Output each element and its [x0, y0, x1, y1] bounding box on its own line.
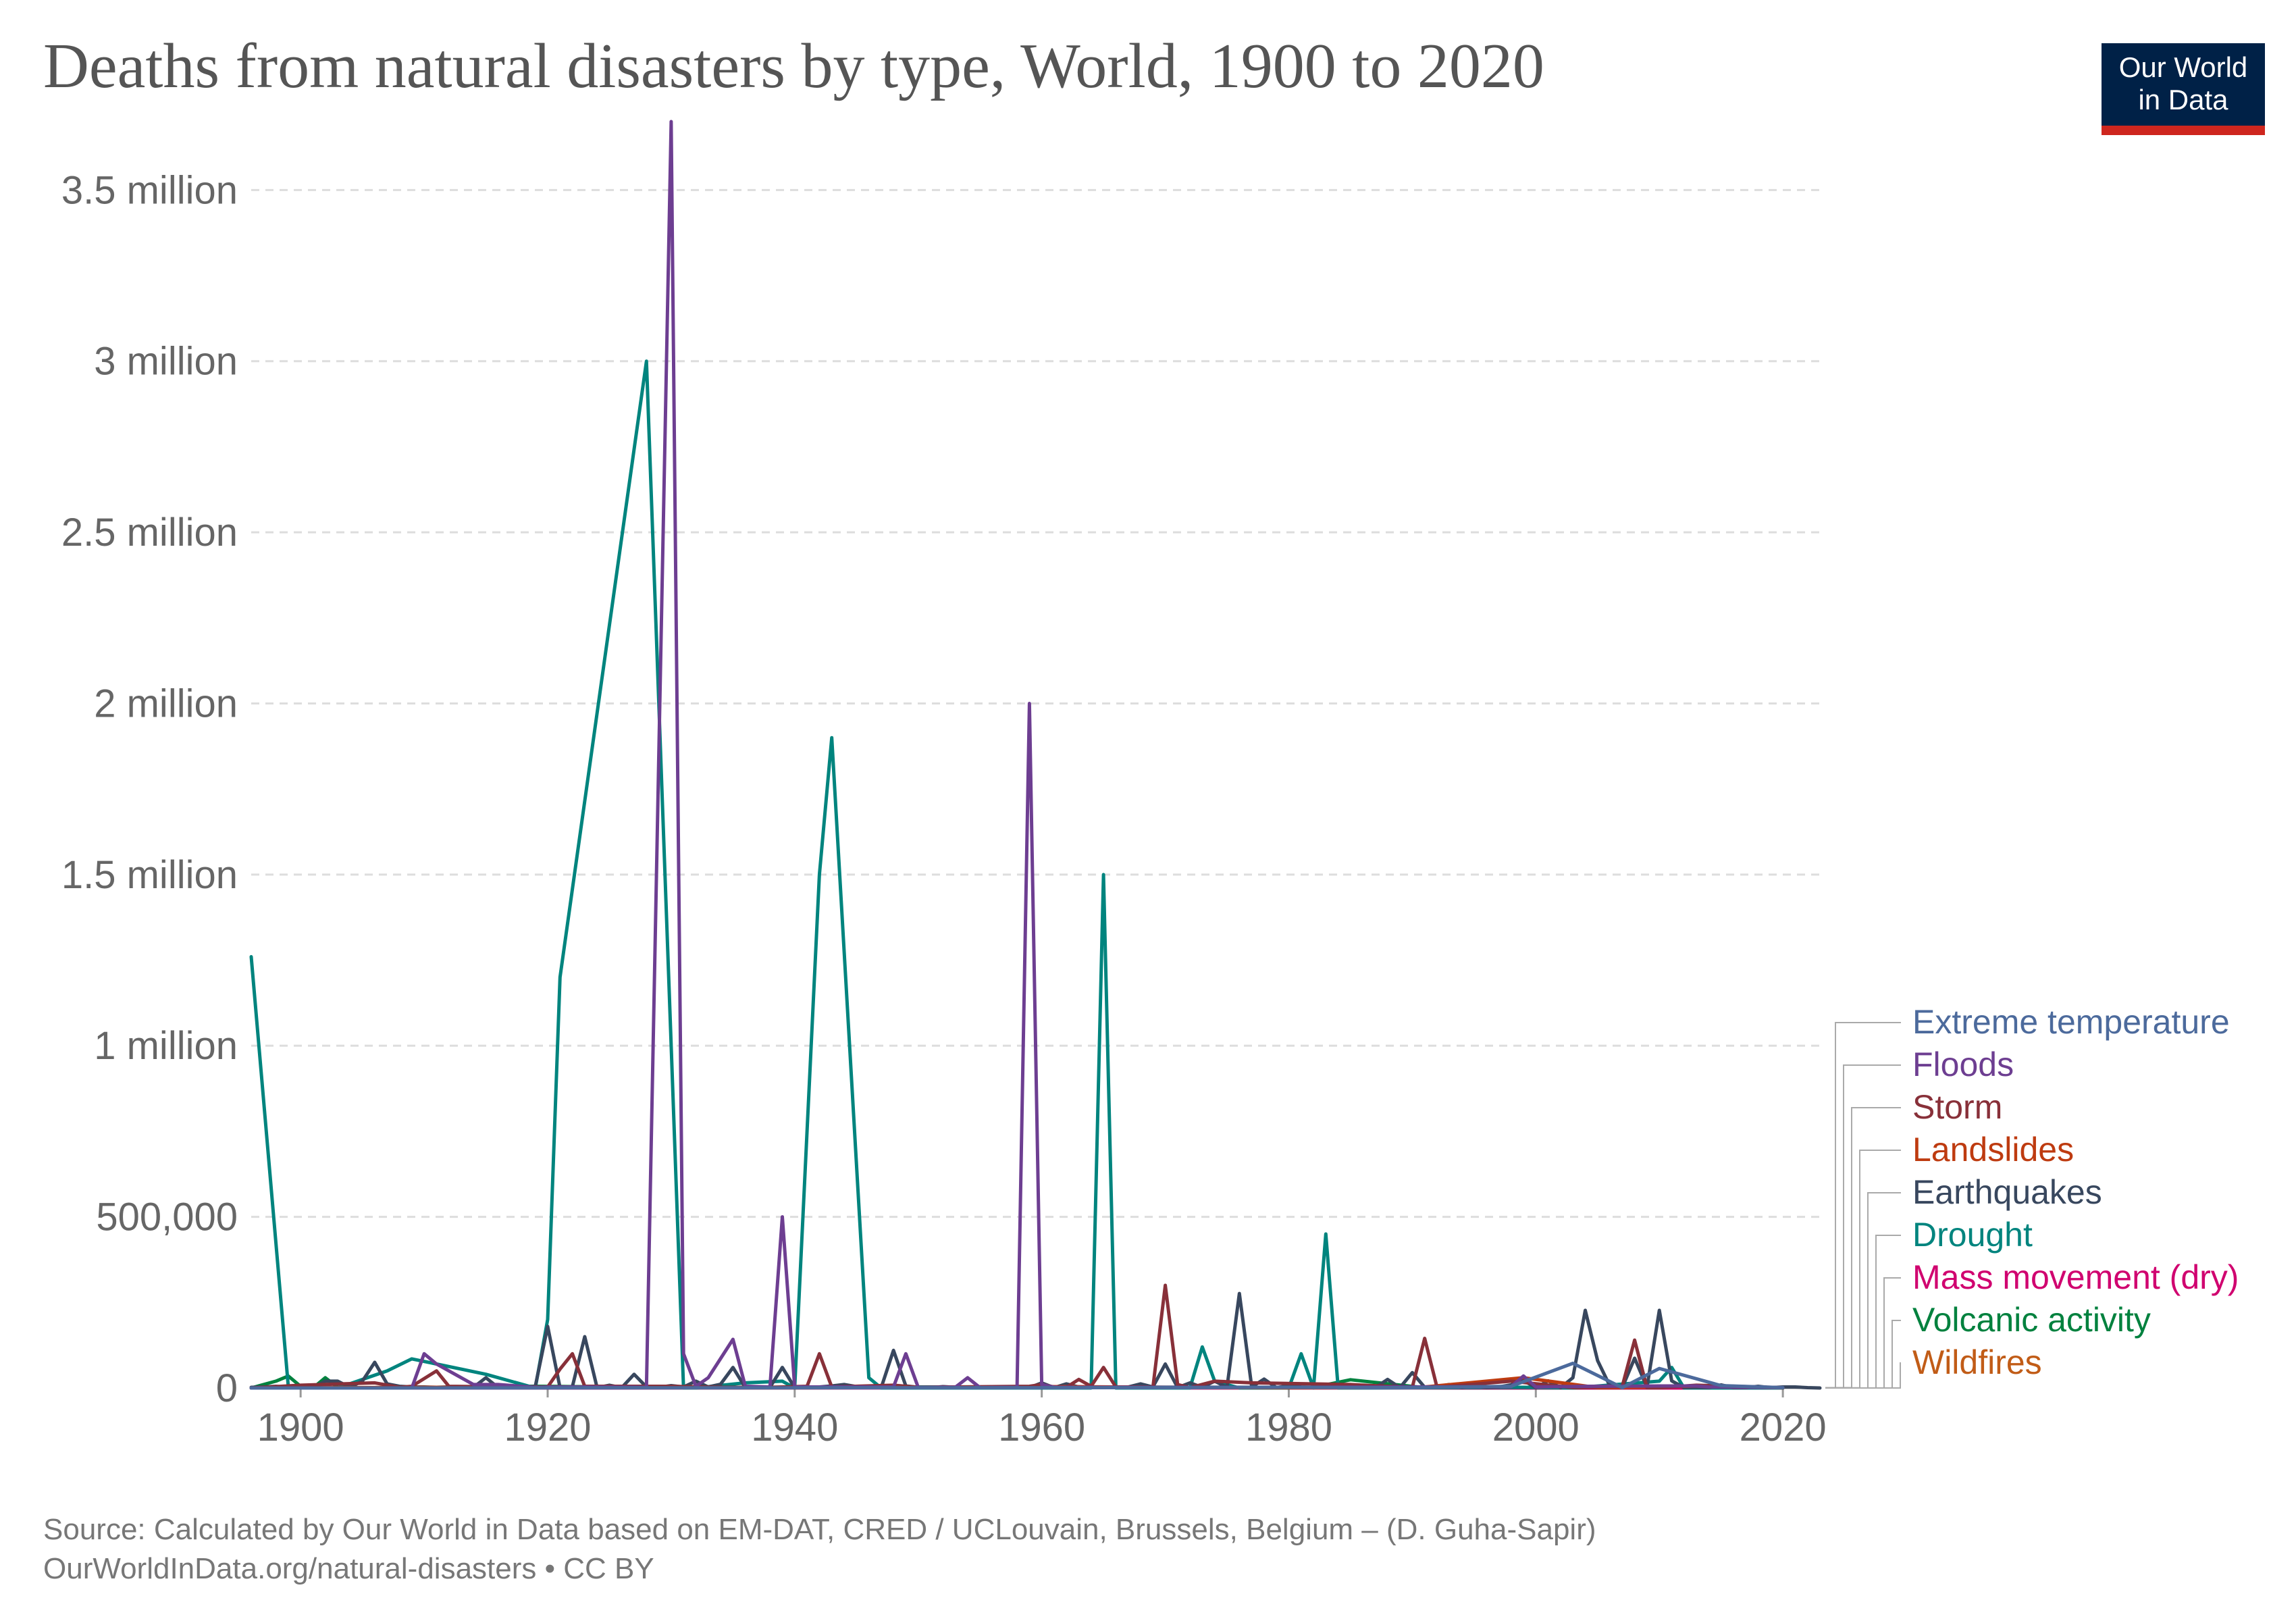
legend-label-landslides: Landslides	[1912, 1131, 2074, 1168]
x-tick-label: 1900	[257, 1406, 344, 1449]
legend-label-mass-movement-dry: Mass movement (dry)	[1912, 1258, 2239, 1296]
logo-line-1: Our World	[2118, 51, 2248, 83]
y-tick-label: 500,000	[96, 1195, 238, 1239]
source-note: Source: Calculated by Our World in Data …	[43, 1513, 1596, 1546]
x-tick-label: 1980	[1245, 1406, 1332, 1449]
y-tick-label: 3 million	[94, 340, 238, 384]
chart-title: Deaths from natural disasters by type, W…	[43, 31, 1544, 101]
legend-connector	[1825, 1022, 1901, 1389]
x-tick-label: 2000	[1492, 1406, 1580, 1449]
logo-line-2: in Data	[2138, 84, 2228, 115]
source-url[interactable]: OurWorldInData.org/natural-disasters • C…	[43, 1552, 654, 1585]
y-tick-label: 1 million	[94, 1024, 238, 1068]
legend-label-extreme-temperature: Extreme temperature	[1912, 1003, 2230, 1041]
y-tick-label: 1.5 million	[61, 853, 238, 897]
legend-label-drought: Drought	[1912, 1216, 2033, 1254]
legend-label-volcanic-activity: Volcanic activity	[1912, 1301, 2151, 1339]
legend-connector	[1825, 1192, 1901, 1389]
y-tick-label: 2.5 million	[61, 511, 238, 555]
y-tick-label: 3.5 million	[61, 168, 238, 212]
series-line-floods	[249, 120, 1785, 1390]
logo-accent-bar	[2102, 126, 2265, 135]
legend-connector	[1825, 1362, 1901, 1389]
series-line-drought	[249, 359, 1785, 1390]
legend-label-earthquakes: Earthquakes	[1912, 1173, 2102, 1211]
footer: Source: Calculated by Our World in Data …	[43, 1510, 1596, 1589]
legend-connector	[1825, 1235, 1901, 1389]
legend-connector	[1825, 1277, 1901, 1389]
legend-connector	[1825, 1150, 1901, 1389]
x-tick-label: 2020	[1740, 1406, 1827, 1449]
legend-connector	[1825, 1320, 1901, 1389]
owid-logo[interactable]: Our World in Data	[2102, 43, 2265, 135]
legend-label-floods: Floods	[1912, 1046, 2014, 1083]
x-tick-label: 1940	[751, 1406, 838, 1449]
y-tick-label: 2 million	[94, 681, 238, 725]
series-line-extreme-temperature	[249, 1362, 1785, 1390]
x-tick-label: 1960	[998, 1406, 1085, 1449]
legend-label-storm: Storm	[1912, 1088, 2002, 1126]
x-tick-label: 1920	[504, 1406, 591, 1449]
legend-connector	[1825, 1064, 1901, 1389]
y-tick-label: 0	[216, 1366, 238, 1410]
legend-label-wildfires: Wildfires	[1912, 1343, 2042, 1381]
